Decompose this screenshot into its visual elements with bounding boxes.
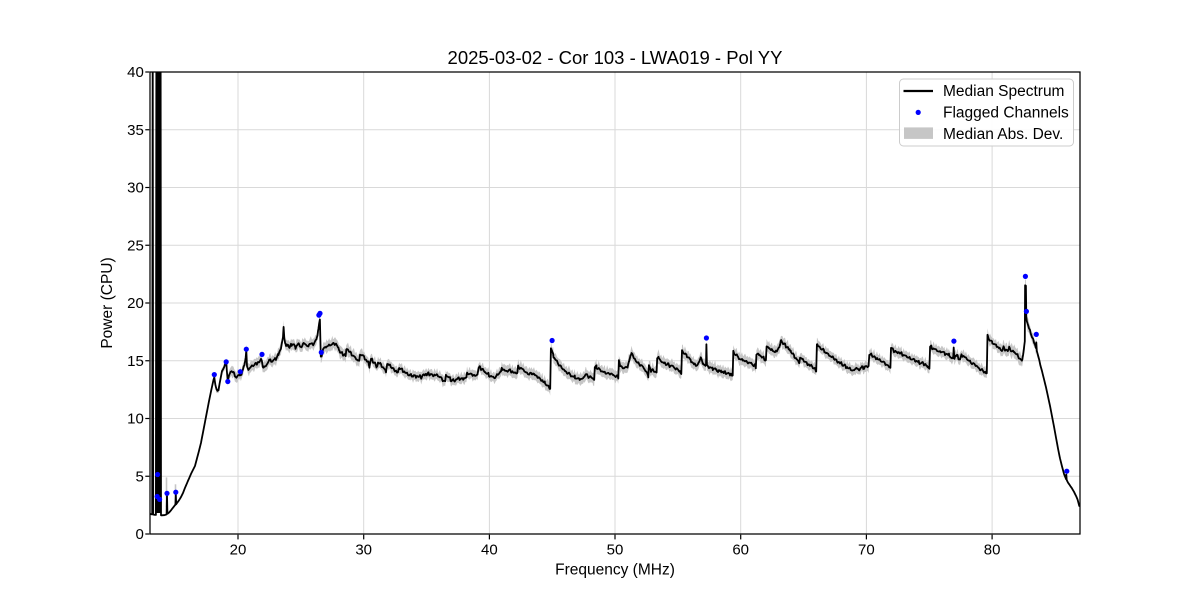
svg-text:20: 20 <box>230 542 247 559</box>
svg-text:Flagged Channels: Flagged Channels <box>943 105 1069 122</box>
svg-text:25: 25 <box>127 237 144 254</box>
svg-text:Median Spectrum: Median Spectrum <box>943 83 1064 100</box>
svg-text:10: 10 <box>127 411 144 428</box>
svg-text:60: 60 <box>732 542 749 559</box>
svg-text:2025-03-02 - Cor 103 - LWA019: 2025-03-02 - Cor 103 - LWA019 - Pol YY <box>448 47 783 68</box>
svg-text:15: 15 <box>127 353 144 370</box>
svg-text:50: 50 <box>607 542 624 559</box>
svg-text:Power (CPU): Power (CPU) <box>99 257 116 348</box>
svg-text:40: 40 <box>481 542 498 559</box>
svg-text:5: 5 <box>135 468 143 485</box>
svg-text:40: 40 <box>127 64 144 81</box>
svg-text:80: 80 <box>984 542 1001 559</box>
svg-text:35: 35 <box>127 122 144 139</box>
svg-text:Frequency (MHz): Frequency (MHz) <box>555 562 675 579</box>
svg-text:70: 70 <box>858 542 875 559</box>
svg-text:30: 30 <box>127 180 144 197</box>
svg-text:Median Abs. Dev.: Median Abs. Dev. <box>943 126 1063 143</box>
svg-text:0: 0 <box>135 526 143 543</box>
svg-text:30: 30 <box>355 542 372 559</box>
svg-text:20: 20 <box>127 295 144 312</box>
